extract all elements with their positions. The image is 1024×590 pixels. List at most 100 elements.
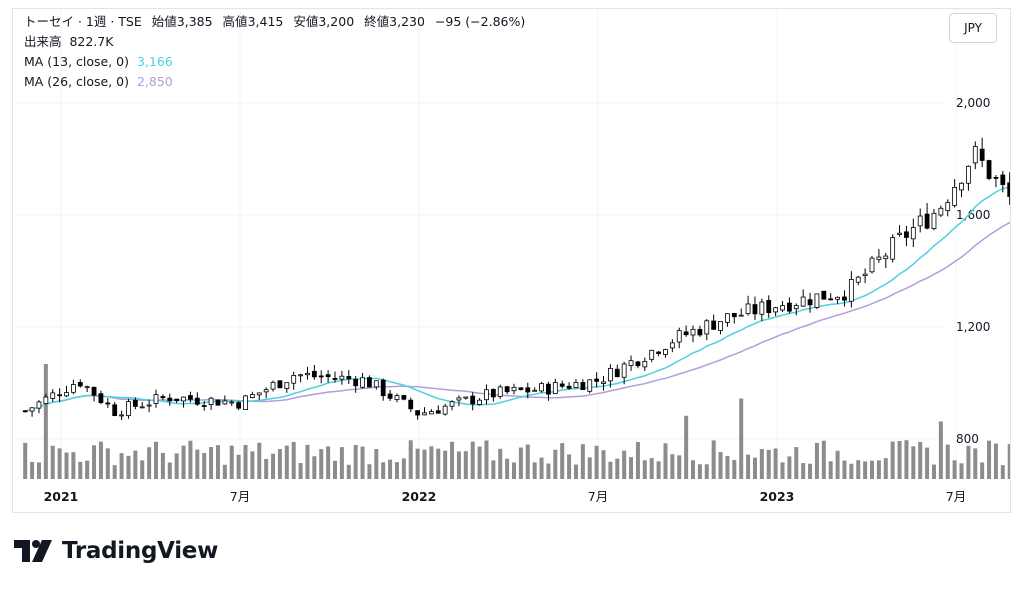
tradingview-logo-text: TradingView xyxy=(62,538,219,564)
open-label: 始値 xyxy=(151,14,177,29)
candle-down xyxy=(215,399,221,406)
volume-bar xyxy=(450,441,455,479)
volume-bar xyxy=(133,450,138,479)
volume-bar xyxy=(649,458,654,479)
candle-down xyxy=(22,410,28,413)
volume-bar xyxy=(443,450,448,479)
volume-bar xyxy=(30,461,35,479)
candle-down xyxy=(98,393,104,404)
volume-bar xyxy=(456,451,461,479)
volume-bar xyxy=(491,460,496,479)
candle-down xyxy=(807,299,813,306)
candle-down xyxy=(766,300,772,314)
candle-up xyxy=(773,307,779,313)
candle-up xyxy=(965,165,971,184)
candle-down xyxy=(167,397,173,402)
volume-bar xyxy=(505,458,510,479)
candle-up xyxy=(153,394,159,405)
candle-up xyxy=(601,381,606,384)
volume-bar xyxy=(484,440,489,479)
volume-bar xyxy=(92,445,97,479)
candle-down xyxy=(194,397,200,405)
candle-up xyxy=(690,328,696,336)
candle-up xyxy=(800,296,806,307)
volume-bar xyxy=(112,465,117,479)
candle-down xyxy=(490,388,496,398)
volume-bar xyxy=(98,441,103,479)
candle-down xyxy=(842,296,847,301)
volume-bar xyxy=(849,463,854,479)
volume-bar xyxy=(870,460,875,479)
candle-up xyxy=(305,372,310,376)
volume-bar xyxy=(691,460,696,479)
x-tick-label: 2021 xyxy=(44,489,79,504)
volume-bar xyxy=(973,448,978,479)
volume-bar xyxy=(1000,465,1005,479)
candle-up xyxy=(64,392,69,397)
candle-up xyxy=(456,397,462,401)
candle-down xyxy=(112,404,118,416)
ma26-value: 2,850 xyxy=(136,74,173,89)
volume-bar xyxy=(821,440,826,479)
low-field: 安値3,200 xyxy=(293,14,354,29)
candle-down xyxy=(828,298,834,301)
candle-down xyxy=(188,395,193,400)
candle-up xyxy=(29,407,35,412)
candle-up xyxy=(718,321,723,331)
candle-down xyxy=(979,148,985,161)
volume-bar xyxy=(567,454,572,479)
candle-down xyxy=(470,395,476,405)
volume-bar xyxy=(987,440,992,479)
candle-down xyxy=(318,375,324,378)
volume-bar xyxy=(780,462,785,479)
candle-up xyxy=(663,349,668,355)
volume-bar xyxy=(883,458,888,479)
volume-bar xyxy=(980,462,985,479)
candle-up xyxy=(249,394,255,398)
candle-down xyxy=(525,387,531,393)
candle-up xyxy=(463,396,469,399)
volume-bar xyxy=(415,448,420,479)
y-tick-label: 1,200 xyxy=(956,320,990,334)
candle-up xyxy=(339,375,345,380)
candle-up xyxy=(959,182,964,191)
candle-up xyxy=(607,367,613,382)
volume-bar xyxy=(470,441,475,479)
candle-down xyxy=(77,382,83,387)
volume-bar xyxy=(711,440,716,479)
ma26-line xyxy=(25,221,1010,412)
candle-up xyxy=(917,215,923,227)
volume-bar xyxy=(966,445,971,479)
volume-bar xyxy=(154,441,159,479)
volume-bar xyxy=(794,447,799,479)
volume-bar xyxy=(229,445,234,479)
volume-bar xyxy=(993,443,998,479)
candle-down xyxy=(57,394,63,397)
candle-down xyxy=(566,385,572,389)
volume-bar xyxy=(739,398,744,479)
currency-button[interactable]: JPY xyxy=(949,13,997,43)
candle-down xyxy=(559,383,565,387)
volume-bar xyxy=(931,464,936,479)
candle-up xyxy=(43,396,49,405)
candle-up xyxy=(621,363,627,378)
price-chart[interactable]: 8001,2001,6002,0002,4002,8003,2003,60020… xyxy=(13,9,1010,512)
volume-bar xyxy=(298,463,303,479)
close-label: 終値 xyxy=(364,14,390,29)
tradingview-logo[interactable]: TradingView xyxy=(14,538,218,564)
candle-down xyxy=(91,386,97,396)
volume-bar xyxy=(677,455,682,479)
volume-bar xyxy=(36,462,41,479)
volume-bar xyxy=(78,461,83,479)
candle-up xyxy=(876,256,882,260)
candle-up xyxy=(146,404,152,407)
volume-bar xyxy=(305,444,310,479)
candle-down xyxy=(174,398,180,402)
candle-down xyxy=(401,395,407,400)
volume-bar xyxy=(938,421,943,479)
volume-bar xyxy=(326,446,331,479)
volume-bar xyxy=(863,461,868,479)
candle-up xyxy=(119,414,124,417)
volume-bar xyxy=(876,460,881,479)
candle-up xyxy=(587,379,593,392)
